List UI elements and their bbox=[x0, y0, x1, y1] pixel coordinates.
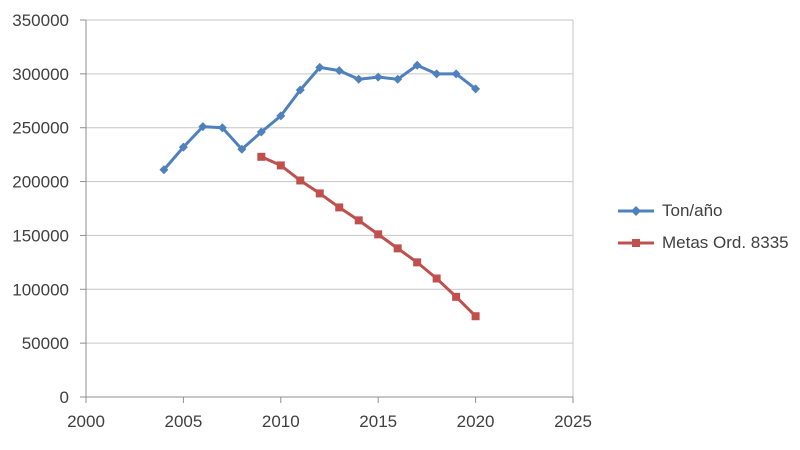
data-point-marker bbox=[471, 84, 481, 94]
chart-legend: Ton/año Metas Ord. 8335 bbox=[617, 200, 789, 264]
y-axis-tick-label: 200000 bbox=[12, 173, 69, 192]
legend-item-ton-ano: Ton/año bbox=[617, 200, 789, 222]
data-point-marker bbox=[315, 62, 325, 72]
data-point-marker bbox=[452, 292, 461, 301]
series-line-0 bbox=[162, 63, 478, 172]
y-axis-tick-label: 50000 bbox=[22, 334, 69, 353]
x-axis-tick-label: 2005 bbox=[164, 412, 202, 431]
y-axis-tick-label: 300000 bbox=[12, 65, 69, 84]
data-point-marker bbox=[217, 123, 227, 133]
x-axis-tick-label: 2025 bbox=[554, 412, 592, 431]
data-point-marker bbox=[334, 66, 344, 76]
data-point-marker bbox=[257, 152, 266, 161]
data-point-marker bbox=[256, 127, 266, 137]
data-point-marker bbox=[276, 161, 285, 170]
legend-label-metas-ord-8335: Metas Ord. 8335 bbox=[662, 233, 789, 252]
y-axis-tick-label: 250000 bbox=[12, 119, 69, 138]
data-point-marker bbox=[354, 74, 364, 84]
data-point-marker bbox=[374, 230, 383, 239]
data-point-marker bbox=[354, 216, 363, 225]
data-point-marker bbox=[393, 74, 403, 84]
data-point-marker bbox=[412, 60, 422, 70]
data-point-marker bbox=[413, 258, 422, 267]
data-point-marker bbox=[178, 142, 188, 152]
x-axis-tick-label: 2000 bbox=[67, 412, 105, 431]
data-point-marker bbox=[198, 122, 208, 132]
x-axis-tick-label: 2015 bbox=[359, 412, 397, 431]
legend-swatch-diamond-icon bbox=[618, 206, 654, 216]
legend-swatch-square-icon bbox=[618, 239, 654, 247]
data-point-marker bbox=[432, 69, 442, 79]
legend-square-marker-icon bbox=[632, 239, 640, 247]
data-point-marker bbox=[373, 72, 383, 82]
data-point-marker bbox=[471, 312, 480, 321]
data-point-marker bbox=[296, 176, 305, 185]
legend-item-metas-ord-8335: Metas Ord. 8335 bbox=[617, 232, 789, 254]
x-axis-tick-label: 2020 bbox=[457, 412, 495, 431]
y-axis-tick-label: 100000 bbox=[12, 280, 69, 299]
data-point-marker bbox=[295, 85, 305, 95]
series-line-1 bbox=[259, 155, 478, 318]
y-axis-tick-label: 0 bbox=[60, 388, 69, 407]
data-point-marker bbox=[432, 274, 441, 283]
legend-diamond-marker-icon bbox=[631, 206, 641, 216]
data-point-marker bbox=[159, 165, 169, 175]
y-axis-tick-label: 150000 bbox=[12, 226, 69, 245]
data-point-marker bbox=[335, 203, 344, 212]
legend-label-ton-ano: Ton/año bbox=[662, 201, 723, 220]
y-axis-tick-label: 350000 bbox=[12, 11, 69, 30]
data-point-marker bbox=[451, 69, 461, 79]
data-point-marker bbox=[393, 244, 402, 253]
data-point-marker bbox=[276, 111, 286, 121]
x-axis-tick-label: 2010 bbox=[262, 412, 300, 431]
data-point-marker bbox=[315, 189, 324, 198]
data-point-marker bbox=[237, 144, 247, 154]
